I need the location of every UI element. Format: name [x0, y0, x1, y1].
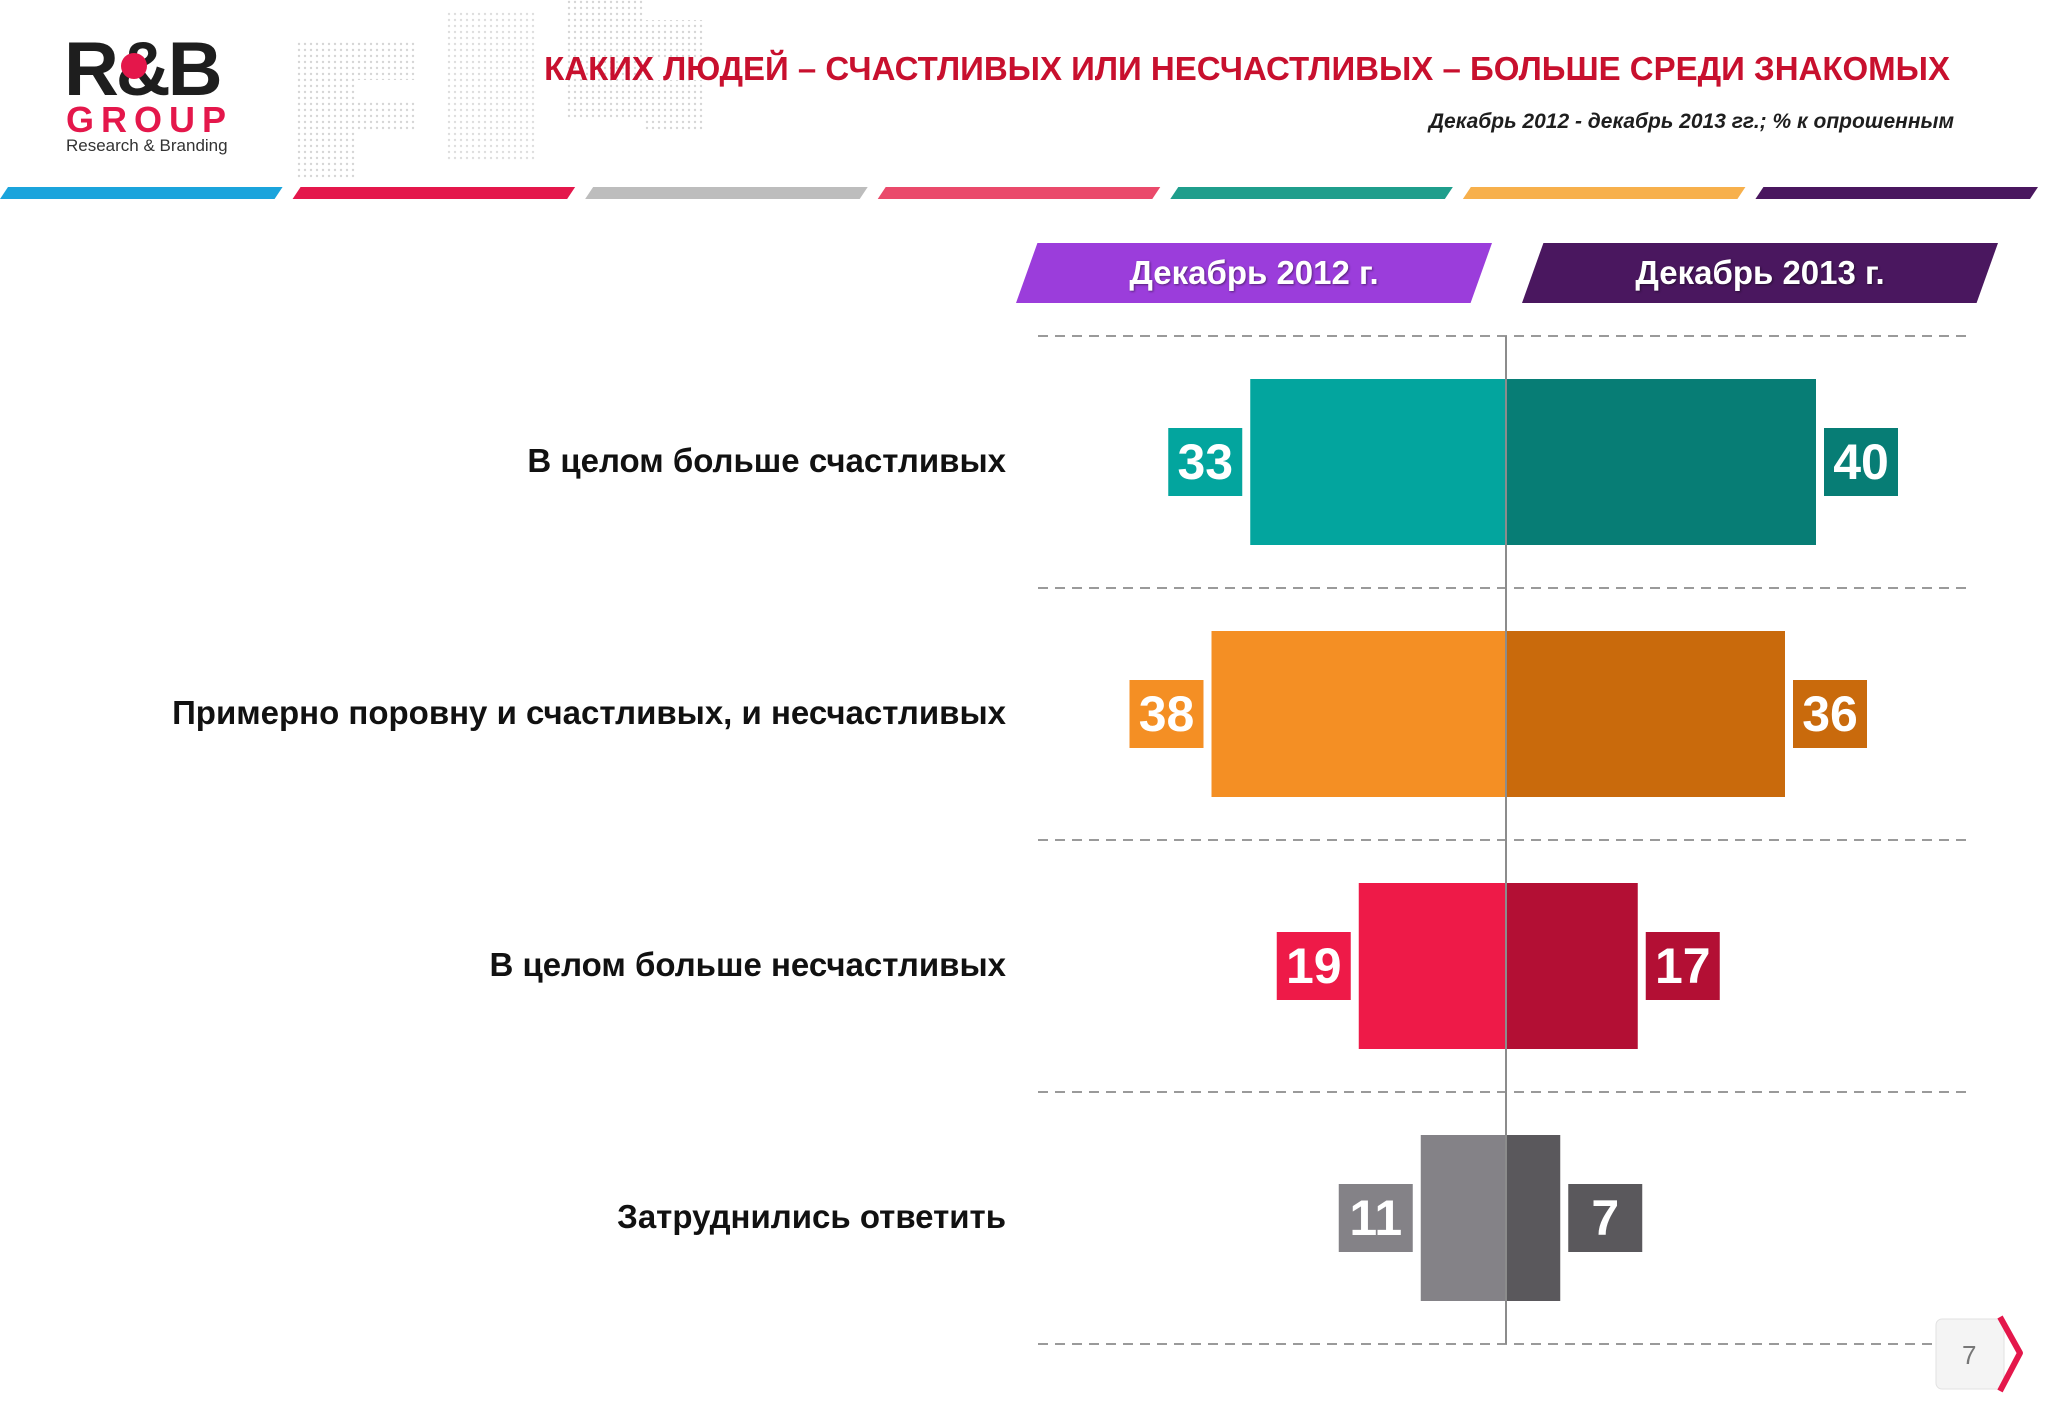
page-number: 7: [1962, 1340, 1977, 1370]
bar-2012: [1250, 379, 1506, 545]
watermark-pattern: [295, 0, 705, 180]
stripe-segment: [877, 187, 1161, 199]
value-label-2012: 11: [1349, 1190, 1402, 1246]
page-number-badge: [1935, 1315, 2023, 1393]
page-subtitle: Декабрь 2012 - декабрь 2013 гг.; % к опр…: [1428, 110, 1954, 133]
category-label-happy: В целом больше счастливых: [527, 442, 1006, 479]
color-stripe: [0, 187, 2038, 199]
bar-2013: [1506, 631, 1785, 797]
stripe-segment: [1755, 187, 2038, 199]
value-box-2013: [1793, 680, 1867, 748]
value-label-2013: 7: [1591, 1190, 1619, 1246]
logo-dot: [121, 53, 147, 79]
value-label-2013: 17: [1655, 938, 1711, 994]
value-box-2013: [1645, 932, 1720, 1000]
logo-group-text: GROUP: [66, 99, 234, 140]
stripe-segment: [585, 187, 868, 199]
bar-2012: [1420, 1135, 1506, 1301]
value-label-2012: 19: [1286, 938, 1342, 994]
stripe-segment: [292, 187, 576, 199]
bar-2013: [1506, 1135, 1561, 1301]
value-box-2013: [1568, 1184, 1643, 1252]
value-label-2013: 36: [1802, 686, 1858, 742]
bar-2012: [1358, 883, 1506, 1049]
value-label-2012: 33: [1177, 434, 1233, 490]
value-label-2013: 40: [1833, 434, 1889, 490]
bar-2013: [1506, 379, 1816, 545]
bar-2012: [1211, 631, 1506, 797]
bar-2013: [1506, 883, 1638, 1049]
rb-group-logo: R&B GROUP Research & Branding: [60, 30, 260, 170]
series-header-2012: Декабрь 2012 г.: [1016, 243, 1492, 303]
stripe-segment: [0, 187, 283, 199]
stripe-segment: [1462, 187, 1746, 199]
page-title: КАКИХ ЛЮДЕЙ – СЧАСТЛИВЫХ ИЛИ НЕСЧАСТЛИВЫ…: [544, 50, 1950, 87]
category-label-equal: Примерно поровну и счастливых, и несчаст…: [172, 694, 1006, 731]
logo-tagline: Research & Branding: [66, 136, 228, 155]
value-box-2013: [1824, 428, 1898, 496]
category-label-unhappy: В целом больше несчастливых: [489, 946, 1006, 983]
series-header-2013: Декабрь 2013 г.: [1522, 243, 1998, 303]
value-label-2012: 38: [1139, 686, 1195, 742]
value-box-2012: [1129, 680, 1204, 748]
value-box-2012: [1168, 428, 1243, 496]
stripe-segment: [1170, 187, 1453, 199]
value-box-2012: [1338, 1184, 1413, 1252]
category-label-dont-know: Затруднились ответить: [617, 1198, 1006, 1235]
value-box-2012: [1276, 932, 1351, 1000]
